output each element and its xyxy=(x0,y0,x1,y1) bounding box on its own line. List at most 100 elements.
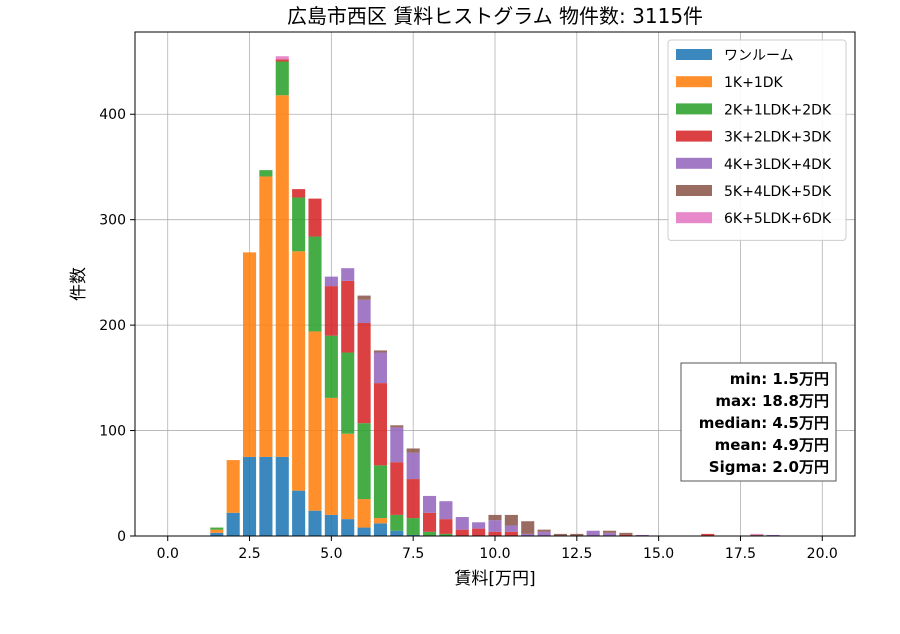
bar-1-bin-2 xyxy=(243,252,257,457)
bar-4-bin-16 xyxy=(472,522,486,529)
bar-2-bin-14 xyxy=(439,533,453,536)
legend-label-4: 4K+3LDK+4DK xyxy=(724,157,832,173)
stats-max: max: 18.8万円 xyxy=(715,392,829,410)
legend-frame xyxy=(667,39,847,241)
bar-1-bin-5 xyxy=(292,251,306,491)
bar-4-bin-14 xyxy=(439,501,453,520)
bar-3-bin-6 xyxy=(308,198,322,237)
bar-0-bin-12 xyxy=(406,534,420,536)
bar-4-bin-15 xyxy=(455,517,469,530)
bar-3-bin-16 xyxy=(472,528,486,536)
bar-1-bin-8 xyxy=(341,433,355,520)
legend-swatch-2 xyxy=(676,103,712,115)
bar-3-bin-14 xyxy=(439,519,453,534)
bar-3-bin-17 xyxy=(488,531,502,536)
legend-label-2: 2K+1LDK+2DK xyxy=(724,102,832,118)
bar-4-bin-20 xyxy=(537,531,551,536)
bar-4-bin-9 xyxy=(357,299,371,324)
x-tick-label: 7.5 xyxy=(402,546,424,562)
y-tick-label: 300 xyxy=(99,213,126,229)
legend-swatch-3 xyxy=(676,130,712,142)
x-tick-label: 10.0 xyxy=(479,546,510,562)
bar-4-bin-12 xyxy=(406,452,420,480)
legend: ワンルーム 1K+1DK 2K+1LDK+2DK 3K+2LDK+3DK 4K+3LDK… xyxy=(667,39,847,241)
bar-4-bin-23 xyxy=(586,530,600,536)
bar-5-bin-10 xyxy=(373,350,387,353)
bar-2-bin-6 xyxy=(308,236,322,332)
bar-4-bin-8 xyxy=(341,268,355,281)
bar-5-bin-24 xyxy=(603,530,617,533)
bar-4-bin-10 xyxy=(373,352,387,384)
x-tick-label: 2.5 xyxy=(238,546,260,562)
legend-label-5: 5K+4LDK+5DK xyxy=(724,184,832,200)
y-axis-label: 件数 xyxy=(69,267,89,301)
bar-0-bin-6 xyxy=(308,510,322,536)
bars xyxy=(210,56,780,536)
bar-1-bin-0 xyxy=(210,529,224,533)
x-tick-label: 5.0 xyxy=(320,546,342,562)
bar-5-bin-12 xyxy=(406,448,420,453)
y-tick-label: 400 xyxy=(99,107,126,123)
bar-4-bin-19 xyxy=(521,533,535,536)
x-tick-label: 17.5 xyxy=(725,546,756,562)
bar-2-bin-12 xyxy=(406,518,420,535)
bar-0-bin-3 xyxy=(259,456,273,536)
legend-label-0: ワンルーム xyxy=(724,48,794,64)
y-tick-label: 100 xyxy=(99,424,126,440)
bar-3-bin-30 xyxy=(701,533,715,536)
bar-2-bin-13 xyxy=(423,531,437,536)
stats-min: min: 1.5万円 xyxy=(730,370,829,388)
bar-0-bin-11 xyxy=(390,530,404,536)
bar-2-bin-10 xyxy=(373,465,387,519)
stats-median: median: 4.5万円 xyxy=(699,414,829,432)
bar-3-bin-12 xyxy=(406,479,420,519)
bar-4-bin-17 xyxy=(488,520,502,532)
stats-mean: mean: 4.9万円 xyxy=(715,436,829,454)
x-tick-label: 0.0 xyxy=(157,546,179,562)
legend-swatch-6 xyxy=(676,212,712,224)
bar-1-bin-10 xyxy=(373,518,387,524)
stats-sigma: Sigma: 2.0万円 xyxy=(709,458,829,476)
legend-swatch-5 xyxy=(676,185,712,196)
x-tick-label: 20.0 xyxy=(807,546,838,562)
bar-3-bin-5 xyxy=(292,189,306,198)
bar-2-bin-4 xyxy=(275,61,289,96)
bar-3-bin-18 xyxy=(504,531,518,536)
bar-2-bin-5 xyxy=(292,197,306,252)
x-axis-label: 賃料[万円] xyxy=(454,569,535,589)
bar-6-bin-4 xyxy=(275,56,289,60)
bar-2-bin-3 xyxy=(259,170,273,177)
bar-4-bin-7 xyxy=(324,276,338,287)
bar-3-bin-13 xyxy=(423,512,437,532)
bar-1-bin-3 xyxy=(259,176,273,457)
bar-3-bin-7 xyxy=(324,286,338,336)
bar-4-bin-18 xyxy=(504,525,518,532)
bar-4-bin-11 xyxy=(390,427,404,463)
bar-3-bin-4 xyxy=(275,59,289,62)
bar-5-bin-9 xyxy=(357,295,371,300)
y-tick-label: 200 xyxy=(99,318,126,334)
bar-5-bin-17 xyxy=(488,514,502,521)
bar-0-bin-5 xyxy=(292,490,306,536)
bar-3-bin-10 xyxy=(373,383,387,466)
bar-0-bin-9 xyxy=(357,527,371,536)
bar-1-bin-1 xyxy=(226,460,240,513)
bar-1-bin-9 xyxy=(357,499,371,528)
bar-0-bin-1 xyxy=(226,512,240,536)
bar-5-bin-22 xyxy=(570,533,584,536)
bar-5-bin-18 xyxy=(504,514,518,526)
bar-5-bin-25 xyxy=(619,532,633,535)
legend-label-1: 1K+1DK xyxy=(724,75,784,91)
bar-3-bin-8 xyxy=(341,280,355,353)
bar-2-bin-9 xyxy=(357,423,371,500)
bar-5-bin-19 xyxy=(521,521,535,534)
bar-5-bin-20 xyxy=(537,529,551,532)
bar-4-bin-24 xyxy=(603,532,617,536)
bar-1-bin-4 xyxy=(275,95,289,457)
bar-5-bin-33 xyxy=(750,534,764,536)
x-tick-label: 12.5 xyxy=(561,546,592,562)
legend-label-6: 6K+5LDK+6DK xyxy=(724,211,832,227)
legend-label-3: 3K+2LDK+3DK xyxy=(724,130,832,146)
legend-swatch-0 xyxy=(676,49,712,60)
